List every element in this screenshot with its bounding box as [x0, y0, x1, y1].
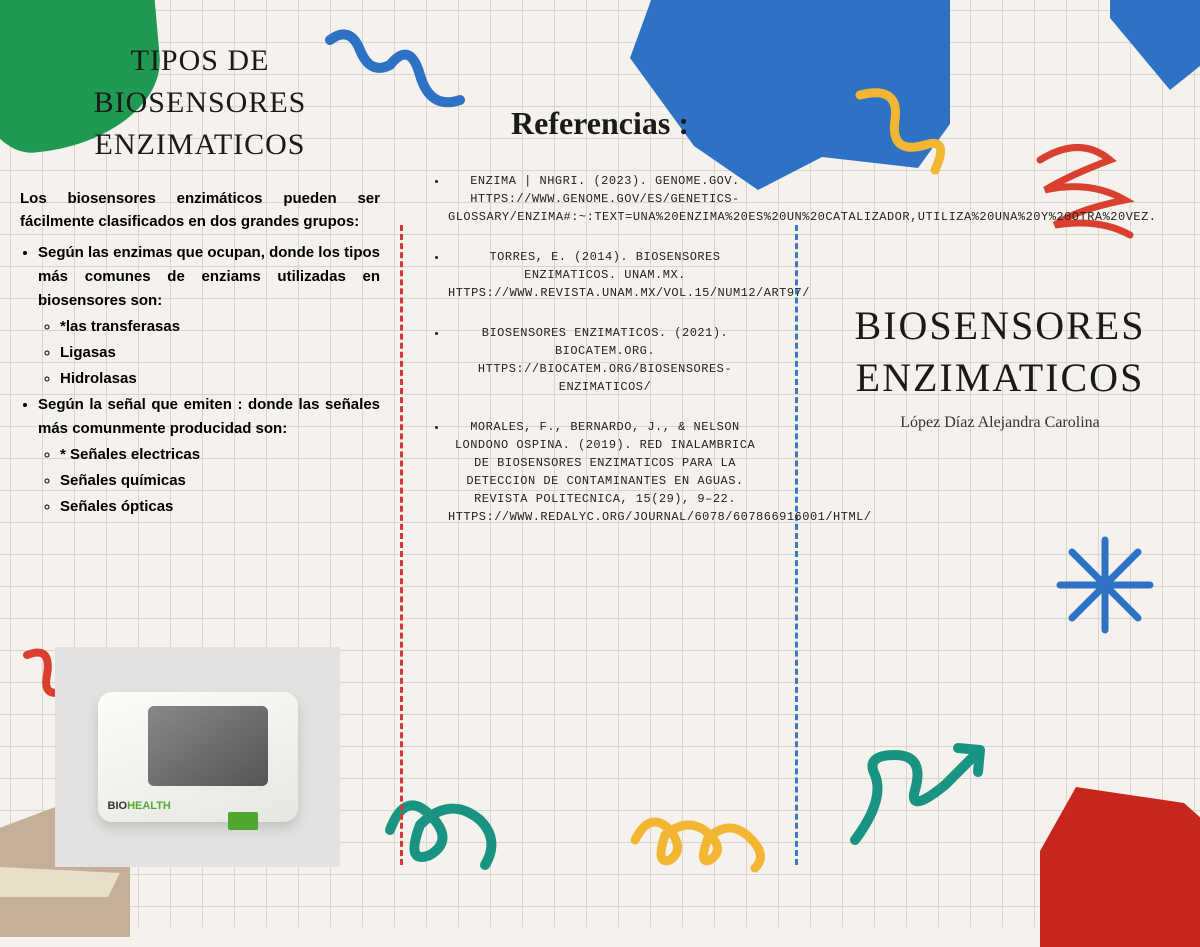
brand-suffix: HEALTH — [127, 800, 171, 812]
main-title: BIOSENSORES ENZIMATICOS — [820, 300, 1180, 404]
g2-item: * Señales electricas — [60, 443, 380, 467]
device-brand: BIOHEALTH — [108, 800, 171, 812]
left-title-line3: ENZIMATICOS — [95, 128, 306, 161]
group2-items: * Señales electricas Señales químicas Se… — [38, 443, 380, 519]
device-slot — [228, 812, 258, 830]
g2-item: Señales químicas — [60, 469, 380, 493]
main-title-line2: ENZIMATICOS — [856, 355, 1145, 400]
ref-item: Morales, F., Bernardo, J., & Nelson Lond… — [448, 418, 762, 526]
ref-item: Biosensores enzimaticos. (2021). Biocate… — [448, 324, 762, 396]
references-list: Enzima | NHGRI. (2023). Genome.gov. http… — [420, 172, 780, 526]
device-body: BIOHEALTH — [98, 692, 298, 822]
group1-text: Según las enzimas que ocupan, donde los … — [38, 241, 380, 313]
g1-item: Ligasas — [60, 341, 380, 365]
left-title-line2: BIOSENSORES — [94, 86, 307, 119]
device-screen — [148, 706, 268, 786]
g1-item: *las transferasas — [60, 315, 380, 339]
left-intro: Los biosensores enzimáticos pueden ser f… — [20, 188, 380, 233]
types-list: Según las enzimas que ocupan, donde los … — [20, 241, 380, 519]
references-title: Referencias : — [420, 105, 780, 142]
right-column: BIOSENSORES ENZIMATICOS López Díaz Aleja… — [800, 0, 1200, 927]
g1-item: Hidrolasas — [60, 367, 380, 391]
brand-prefix: BIO — [108, 800, 128, 812]
left-title: TIPOS DE BIOSENSORES ENZIMATICOS — [20, 40, 380, 166]
device-photo: BIOHEALTH — [55, 647, 340, 867]
g2-item: Señales ópticas — [60, 495, 380, 519]
group2-text: Según la señal que emiten : donde las se… — [38, 393, 380, 441]
ref-item: Torres, E. (2014). Biosensores enzimatic… — [448, 248, 762, 302]
ref-item: Enzima | NHGRI. (2023). Genome.gov. http… — [448, 172, 762, 226]
author-name: López Díaz Alejandra Carolina — [820, 414, 1180, 432]
group1-items: *las transferasas Ligasas Hidrolasas — [38, 315, 380, 391]
left-title-line1: TIPOS DE — [131, 44, 270, 77]
main-title-line1: BIOSENSORES — [855, 303, 1146, 348]
middle-column: Referencias : Enzima | NHGRI. (2023). Ge… — [400, 0, 800, 927]
